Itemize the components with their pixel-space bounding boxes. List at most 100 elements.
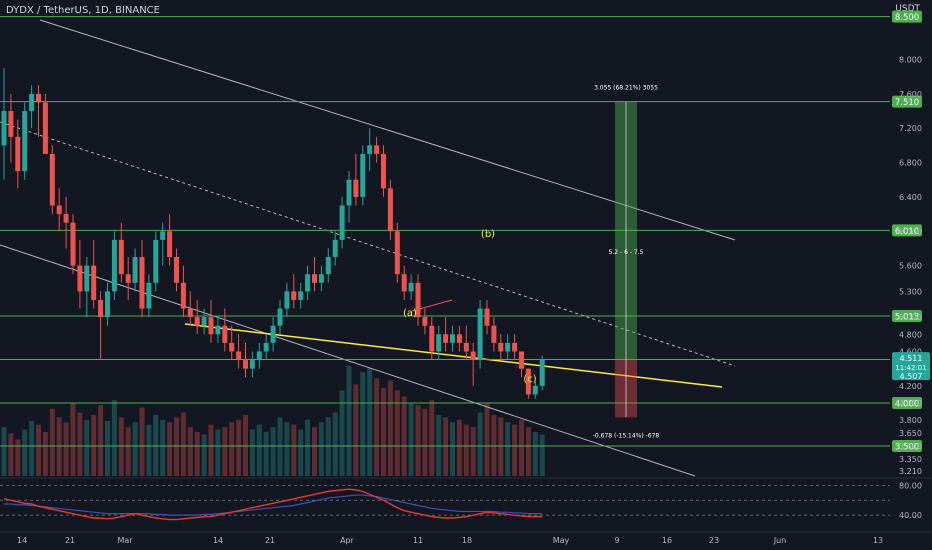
candle-body xyxy=(443,334,449,343)
volume-bar xyxy=(153,414,159,476)
volume-bar xyxy=(429,400,435,476)
price-tick: 5.000 xyxy=(899,313,922,322)
volume-bar xyxy=(263,432,269,476)
volume-bar xyxy=(325,417,331,476)
volume-bars xyxy=(1,366,545,476)
volume-bar xyxy=(360,372,366,476)
volume-bar xyxy=(160,419,166,476)
wave-a-label: (a) xyxy=(403,308,417,319)
volume-bar xyxy=(470,427,476,476)
volume-bar xyxy=(105,421,110,476)
time-tick: 21 xyxy=(265,536,275,545)
candle-body xyxy=(470,351,476,361)
volume-bar xyxy=(174,417,179,476)
time-tick: May xyxy=(553,536,570,545)
volume-bar xyxy=(394,390,400,476)
candle-body xyxy=(450,334,455,343)
candle-body xyxy=(498,342,504,352)
price-tick: 4.000 xyxy=(899,399,922,408)
price-tick: 3.800 xyxy=(899,416,922,425)
candle-body xyxy=(408,282,414,292)
level-tag xyxy=(892,310,922,323)
volume-bar xyxy=(270,427,276,476)
price-tick: 6.800 xyxy=(899,159,922,168)
volume-bar xyxy=(56,417,62,476)
rsi-indicator: 80.00 40.00 xyxy=(0,477,932,521)
time-tick: 9 xyxy=(614,536,619,545)
indicator-tick: 40.00 xyxy=(899,511,922,520)
volume-bar xyxy=(512,424,518,476)
level-tag-label: 6.010 xyxy=(895,227,919,237)
candle-body xyxy=(394,231,400,275)
candle-body xyxy=(29,93,35,112)
candle-body xyxy=(84,265,90,292)
volume-bar xyxy=(132,422,138,476)
candle-body xyxy=(332,239,338,258)
price-axis: 8.000 7.600 7.200 6.800 6.400 6.000 5.600 5.300… xyxy=(892,56,930,476)
candle-body xyxy=(277,308,283,326)
volume-bar xyxy=(443,417,449,476)
level-tag xyxy=(892,95,922,108)
candle-body xyxy=(243,360,248,369)
candle-body xyxy=(194,317,200,326)
candle-body xyxy=(98,299,104,318)
volume-bar xyxy=(222,427,228,476)
volume-bar xyxy=(312,427,317,476)
target-up-label: 3.055 (68.21%) 3055 xyxy=(594,85,658,92)
volume-bar xyxy=(49,408,55,476)
volume-bar xyxy=(243,414,248,476)
candle-body xyxy=(105,291,110,318)
candle-body xyxy=(346,179,352,206)
volume-bar xyxy=(256,424,262,476)
candle-body xyxy=(360,153,366,197)
volume-bar xyxy=(436,414,442,476)
countdown: 11:42:01 xyxy=(895,364,926,372)
candle-body xyxy=(374,145,380,154)
candle-body xyxy=(305,274,311,292)
candle-body xyxy=(519,351,524,369)
candle-body xyxy=(160,231,166,240)
wedge-support xyxy=(184,323,723,388)
volume-bar xyxy=(305,419,311,476)
candle-body xyxy=(291,291,297,300)
candle-body xyxy=(174,257,179,283)
price-tick: 4.800 xyxy=(899,330,922,339)
volume-bar xyxy=(284,422,290,476)
volume-bar xyxy=(277,417,283,476)
volume-bar xyxy=(98,405,104,476)
candle-body xyxy=(477,308,483,361)
candle-body xyxy=(463,342,469,352)
candle-body xyxy=(8,111,14,137)
candle-body xyxy=(215,325,221,335)
last-price: 4.511 xyxy=(900,354,923,363)
candle-body xyxy=(91,265,97,300)
candle-body xyxy=(153,239,159,283)
level-tag xyxy=(892,224,922,237)
candle-body xyxy=(167,231,173,258)
candle-body xyxy=(132,257,138,283)
candle-body xyxy=(284,291,290,309)
candle-body xyxy=(539,359,545,386)
candle-body xyxy=(139,257,145,309)
candle-body xyxy=(111,239,117,292)
price-tick: 5.300 xyxy=(899,287,922,296)
volume-bar xyxy=(484,402,490,476)
volume-bar xyxy=(146,424,152,476)
time-tick: 21 xyxy=(65,536,75,545)
time-tick: Apr xyxy=(340,536,355,545)
volume-bar xyxy=(15,439,21,476)
candle-body xyxy=(63,214,69,223)
price-tick: 7.600 xyxy=(899,90,922,99)
signal-line xyxy=(4,494,543,516)
volume-bar xyxy=(401,396,407,476)
price-tick: 6.000 xyxy=(899,227,922,236)
candle-body xyxy=(318,274,324,283)
price-tick: 3.650 xyxy=(899,429,922,438)
volume-bar xyxy=(539,434,545,476)
target-mid-label: 5.2 - 6 - 7.5 xyxy=(609,249,644,256)
volume-bar xyxy=(525,427,531,476)
candle-body xyxy=(236,351,242,361)
candle-body xyxy=(436,334,442,352)
candle-body xyxy=(401,274,407,292)
